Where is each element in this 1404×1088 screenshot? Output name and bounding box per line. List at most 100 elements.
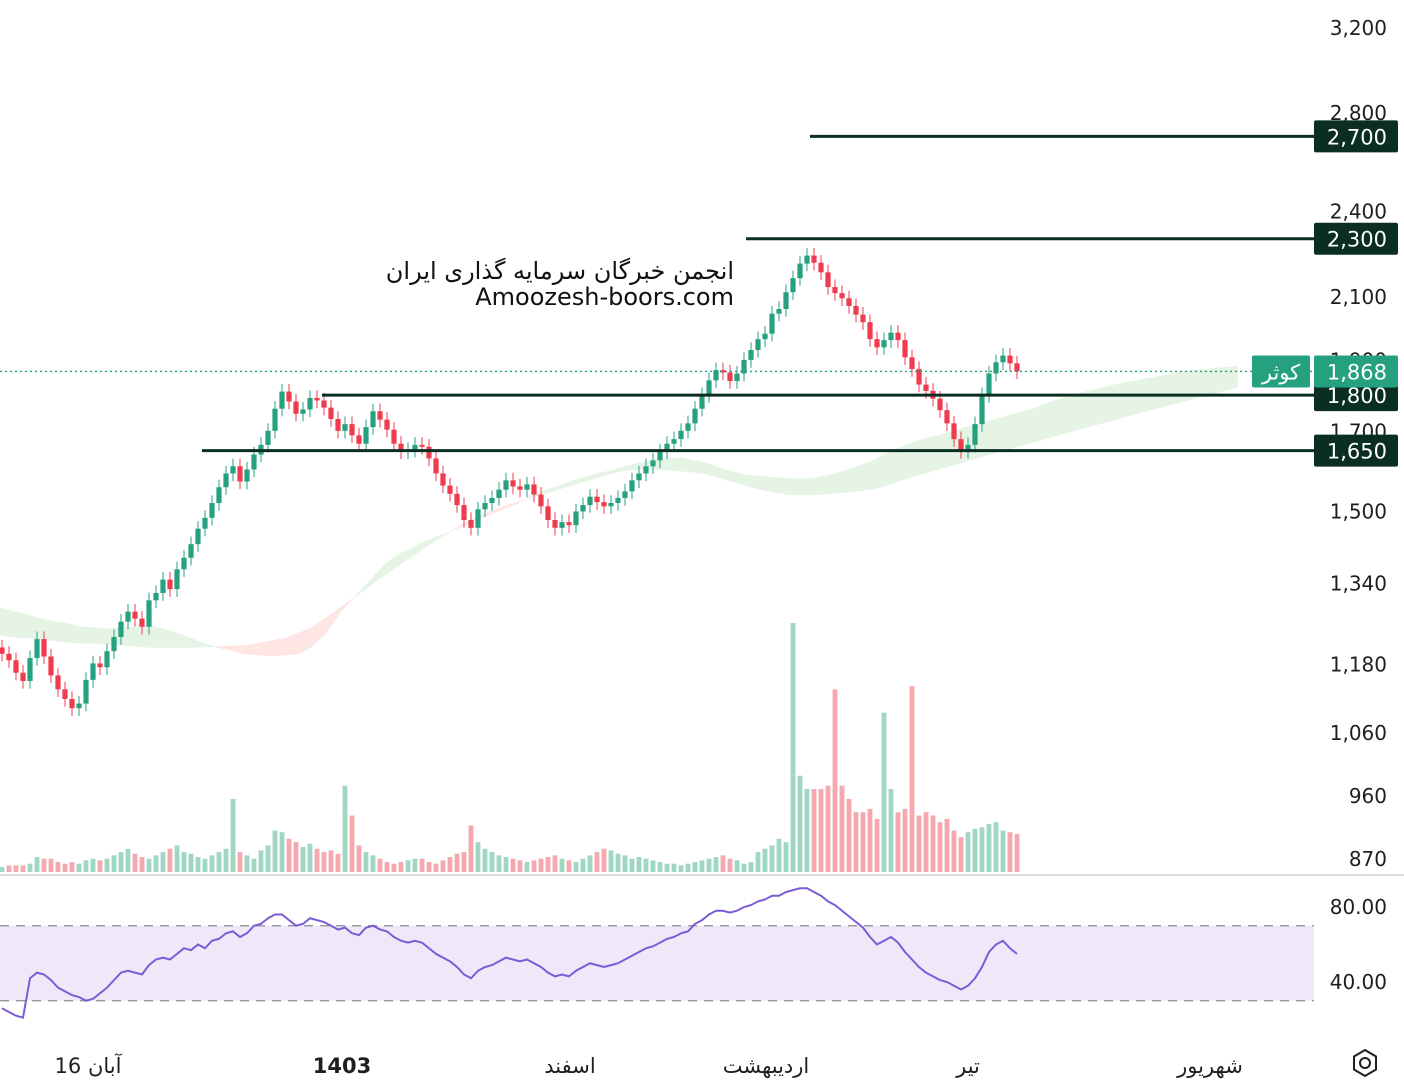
- volume-bar: [307, 843, 313, 872]
- volume-bar: [377, 858, 383, 872]
- candle-body: [419, 444, 425, 447]
- watermark-url: Amoozesh-boors.com: [475, 283, 734, 311]
- candle-body: [160, 579, 166, 594]
- candle-body: [748, 349, 754, 360]
- volume-bar: [300, 847, 306, 872]
- volume-bar: [762, 848, 768, 872]
- cloud-segment: [312, 617, 327, 647]
- candle-body: [188, 544, 194, 558]
- cloud-segment: [0, 607, 14, 638]
- volume-bar: [489, 852, 495, 872]
- candle-body: [461, 505, 467, 521]
- candle-body: [69, 698, 75, 709]
- candlesticks: [0, 247, 1020, 716]
- candle-body: [27, 658, 33, 681]
- candle-body: [734, 373, 740, 382]
- candle-body: [468, 520, 474, 528]
- candle-body: [237, 466, 243, 482]
- volume-bar: [111, 855, 117, 872]
- volume-bar: [538, 858, 544, 872]
- cloud-segment: [190, 637, 205, 648]
- cloud-segment: [421, 537, 436, 551]
- volume-bar: [776, 838, 782, 872]
- symbol-badge: [1252, 355, 1310, 388]
- rsi-tick-label: 40.00: [1330, 970, 1387, 994]
- volume-bar: [629, 858, 635, 872]
- cloud-segment: [897, 442, 912, 482]
- cloud-segment: [856, 461, 871, 492]
- chart-settings-icon[interactable]: [1353, 1048, 1377, 1078]
- volume-bar: [419, 858, 425, 872]
- volume-bar: [888, 789, 894, 872]
- volume-bar: [468, 825, 474, 872]
- price-tick-label: 960: [1349, 784, 1387, 808]
- candle-body: [902, 340, 908, 358]
- volume-bar: [972, 828, 978, 872]
- volume-bar: [27, 863, 33, 872]
- horizontal-levels[interactable]: [202, 134, 1316, 453]
- candle-body: [125, 611, 131, 622]
- candle-body: [181, 557, 187, 570]
- cloud-segment: [326, 607, 341, 634]
- candle-body: [615, 497, 621, 503]
- volume-bar: [643, 858, 649, 872]
- candle-body: [650, 460, 656, 467]
- volume-bar: [209, 855, 215, 872]
- volume-bar: [699, 860, 705, 872]
- candle-body: [713, 370, 719, 381]
- volume-bar: [524, 862, 530, 872]
- candle-body: [531, 484, 537, 495]
- volume-bar: [48, 858, 54, 872]
- volume-bar: [944, 818, 950, 872]
- candle-body: [307, 397, 313, 410]
- volume-bar: [881, 712, 887, 872]
- volume-bar: [34, 857, 40, 872]
- time-tick-label: اردیبهشت: [723, 1054, 810, 1078]
- volume-bar: [41, 858, 47, 872]
- volume-bar: [496, 855, 502, 872]
- candle-body: [13, 660, 19, 673]
- volume-bar: [356, 845, 362, 872]
- volume-bar: [244, 855, 250, 872]
- price-badges: 2,700 2,300 1,800 1,650 1,868 کوثر: [1252, 120, 1398, 467]
- candle-body: [440, 473, 446, 486]
- cloud-segment: [1060, 394, 1075, 435]
- time-tick-label: شهریور: [1176, 1054, 1243, 1078]
- volume-bar: [727, 858, 733, 872]
- volume-bar: [720, 855, 726, 872]
- cloud-segment: [747, 474, 762, 491]
- cloud-segment: [598, 469, 613, 478]
- volume-bar: [174, 845, 180, 872]
- candle-body: [349, 424, 355, 436]
- candle-body: [503, 480, 509, 490]
- time-tick-label: تیر: [955, 1054, 980, 1078]
- candle-body: [867, 322, 873, 340]
- volume-bar: [650, 860, 656, 872]
- candle-body: [566, 522, 572, 526]
- volume-bar: [62, 863, 68, 872]
- volume-bar: [804, 789, 810, 872]
- time-axis[interactable]: 16 آبان 1403 اسفند اردیبهشت تیر شهریور: [55, 1053, 1243, 1078]
- cloud-segment: [285, 632, 300, 656]
- candle-body: [643, 466, 649, 474]
- candle-body: [62, 689, 68, 699]
- candle-body: [804, 255, 810, 264]
- cloud-segment: [924, 435, 939, 474]
- candle-body: [475, 509, 481, 528]
- volume-bar: [454, 853, 460, 872]
- cloud-segment: [1033, 402, 1048, 443]
- candle-body: [20, 672, 26, 681]
- volume-bar: [853, 812, 859, 872]
- cloud-segment: [1182, 369, 1198, 402]
- rsi-axis[interactable]: 80.00 40.00: [1330, 895, 1387, 994]
- candle-body: [783, 292, 789, 310]
- cloud-segment: [1169, 371, 1184, 406]
- volume-bar: [335, 853, 341, 872]
- volume-bar: [139, 857, 145, 872]
- volume-bar: [55, 862, 61, 872]
- cloud-segment: [788, 478, 803, 495]
- candle-body: [1007, 355, 1013, 364]
- candle-body: [342, 424, 348, 431]
- cloud-segment: [543, 486, 558, 496]
